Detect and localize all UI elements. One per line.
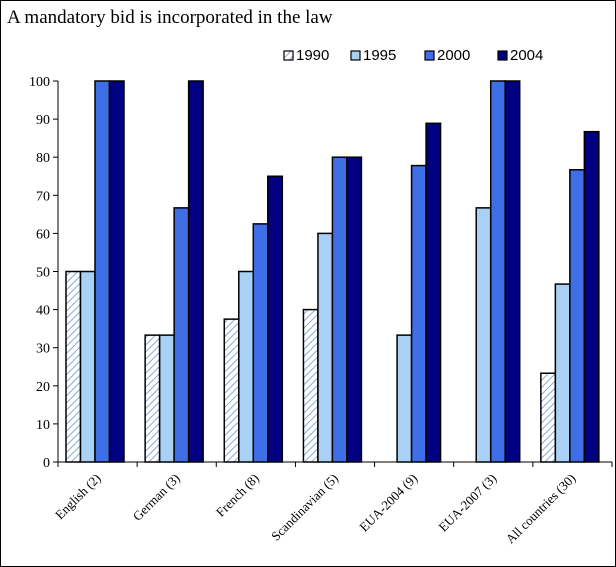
x-tick-label: All countries (30): [503, 471, 579, 547]
legend-swatch-2000: [424, 50, 435, 61]
x-tick-label: English (2): [52, 471, 104, 523]
x-tick-label: French (8): [213, 471, 262, 520]
bar-1990-english-2: [65, 270, 82, 463]
bar-2000-scandinavian-5: [331, 156, 348, 463]
bar-2004-german-3: [187, 80, 204, 463]
bar-2004-scandinavian-5: [346, 156, 363, 463]
legend-label-2000: 2000: [437, 47, 470, 64]
y-tick-label: 80: [36, 151, 50, 166]
bar-2004-eua-2007-3: [504, 80, 521, 463]
x-tick-label: Scandinavian (5): [268, 471, 341, 544]
bars: [65, 80, 600, 463]
x-tick-label: German (3): [130, 471, 183, 524]
bar-2000-eua-2007-3: [489, 80, 506, 463]
legend-label-1990: 1990: [296, 47, 329, 64]
bar-2000-eua-2004-9: [410, 164, 427, 463]
y-tick-label: 30: [36, 342, 50, 357]
y-tick-label: 0: [43, 456, 50, 471]
bar-1995-eua-2004-9: [396, 334, 413, 463]
legend-swatch-1995: [350, 50, 361, 61]
bar-2004-all-countries-30: [583, 130, 600, 463]
bar-1990-german-3: [144, 334, 161, 463]
bar-2000-french-8: [252, 223, 269, 463]
bar-1995-scandinavian-5: [317, 232, 334, 463]
bar-1990-all-countries-30: [540, 372, 557, 463]
bar-2000-all-countries-30: [569, 169, 586, 463]
y-axis: 0 10 20 30 40 50 60 70 80 90 100: [29, 75, 59, 471]
bar-1995-all-countries-30: [554, 283, 571, 463]
legend-swatch-1990: [283, 50, 294, 61]
y-tick-label: 20: [36, 380, 50, 395]
bar-1990-scandinavian-5: [302, 308, 319, 463]
y-tick-label: 40: [36, 304, 50, 319]
bar-2004-french-8: [267, 175, 284, 463]
chart-title: A mandatory bid is incorporated in the l…: [7, 7, 333, 28]
x-tick-label: EUA-2004 (9): [356, 471, 420, 535]
y-tick-label: 60: [36, 227, 50, 242]
bar-2004-english-2: [108, 80, 125, 463]
legend-label-2004: 2004: [510, 47, 543, 64]
y-tick-label: 50: [36, 266, 50, 281]
x-tick-label: EUA-2007 (3): [435, 471, 499, 535]
bar-2004-eua-2004-9: [425, 122, 442, 463]
bar-1995-eua-2007-3: [475, 207, 492, 463]
bar-2000-english-2: [94, 80, 111, 463]
legend: 1990 1995 2000 2004: [283, 47, 543, 64]
y-tick-label: 10: [36, 418, 50, 433]
bar-1995-french-8: [238, 270, 255, 463]
y-tick-label: 100: [29, 75, 50, 90]
bar-2000-german-3: [173, 207, 190, 463]
bar-1990-french-8: [223, 318, 240, 463]
y-tick-label: 90: [36, 113, 50, 128]
legend-label-1995: 1995: [363, 47, 396, 64]
y-tick-label: 70: [36, 189, 50, 204]
bar-1995-english-2: [79, 270, 96, 463]
bar-1995-german-3: [158, 334, 175, 463]
x-axis: English (2) German (3) French (8) Scandinav…: [52, 461, 613, 547]
legend-swatch-2004: [497, 50, 508, 61]
